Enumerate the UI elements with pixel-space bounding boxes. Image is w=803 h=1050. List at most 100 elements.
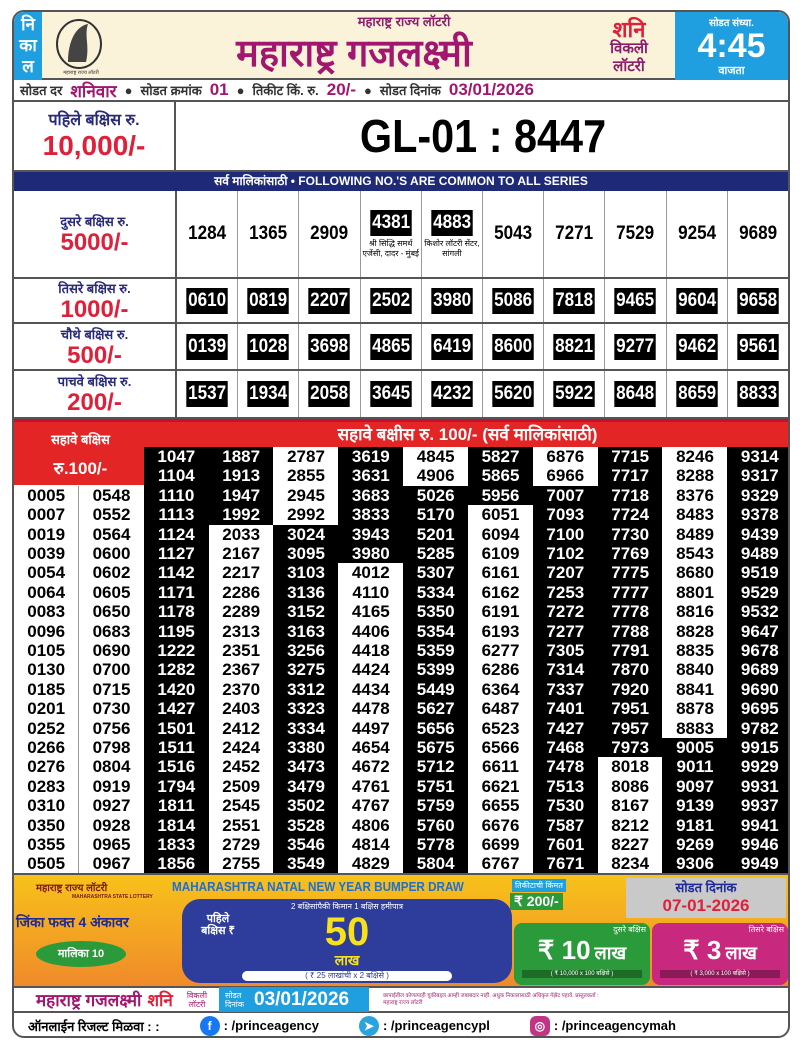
sixth-prize-number: 1222 <box>143 641 209 661</box>
sixth-prize-number: 6523 <box>467 718 534 738</box>
result-tag: नि का ल <box>14 12 42 80</box>
sixth-prize-number: 5751 <box>403 776 469 797</box>
sixth-prize-number: 2313 <box>208 621 274 641</box>
sixth-prize-number: 9439 <box>727 524 788 544</box>
sixth-prize-number: 2729 <box>208 835 274 855</box>
sixth-prize-number: 0715 <box>78 679 145 700</box>
sixth-prize-number: 1420 <box>143 679 209 700</box>
date-label: सोडत दिनांक <box>379 83 441 98</box>
prize-row: चौथे बक्षिस रु. 500/- 0139 1028 3698 4865 6419… <box>14 324 788 371</box>
sixth-prize-number: 0350 <box>14 815 80 835</box>
winning-number: 5086 <box>492 287 534 314</box>
draw-day-label: सोडत दर <box>20 83 63 98</box>
sixth-prize-number: 7253 <box>532 582 598 603</box>
sixth-prize-number: 4672 <box>338 757 404 777</box>
sixth-prize-number: 7468 <box>532 738 598 758</box>
draw-day: शनि <box>612 17 646 42</box>
sixth-prize-number: 9011 <box>662 757 728 777</box>
sixth-prize-number: 0096 <box>14 621 80 641</box>
instagram-handle[interactable]: : /princeagencymah <box>553 1018 676 1033</box>
sixth-prize-number: 7337 <box>532 679 598 700</box>
sixth-prize-number: 9647 <box>727 621 788 641</box>
prize-cell: 1028 <box>238 324 300 369</box>
third-label: तिसरे बक्षिस <box>748 925 784 934</box>
prize-amount: 500/- <box>67 341 122 369</box>
prize-cell: 9254 <box>667 191 728 277</box>
draw-info-row: सोडत दर शनिवार ● सोडत क्रमांक 01 ● तिकीट… <box>14 80 788 102</box>
sixth-prize-number: 3528 <box>273 815 339 835</box>
sixth-prize-number: 7870 <box>597 660 663 680</box>
sixth-prize-number: 0105 <box>14 641 80 661</box>
sixth-prize-number: 6094 <box>467 524 534 544</box>
sixth-prize-number: 7778 <box>597 602 663 622</box>
sixth-prize-number: 6699 <box>467 835 534 855</box>
sixth-prize-number: 7007 <box>532 485 598 506</box>
sixth-prize-number: 4110 <box>338 582 404 603</box>
draw-time-label: सोडत संध्या. <box>709 18 754 29</box>
sixth-prize-number: 2217 <box>208 563 274 583</box>
sixth-prize-number: 9931 <box>727 776 788 797</box>
first-prize-number: GL-01 : 8447 <box>359 110 607 162</box>
sixth-prize-number: 5359 <box>403 641 469 661</box>
sixth-prize-number: 1178 <box>143 602 209 622</box>
sixth-prize-number: 8483 <box>662 505 728 525</box>
prize-cell: 1934 <box>238 371 300 417</box>
sixth-prize-number: 7775 <box>597 563 663 583</box>
sixth-prize-number: 5170 <box>403 505 469 525</box>
sixth-prize-number: 0927 <box>78 796 145 816</box>
sixth-prize-number: 0130 <box>14 660 80 680</box>
winning-number: 2909 <box>310 223 349 244</box>
sixth-prize-number: 5778 <box>403 835 469 855</box>
ticket-price-label: तिकीटाची किंमत <box>512 879 566 892</box>
sixth-prize-number: 4497 <box>338 718 404 738</box>
facebook-handle[interactable]: : /princeagency <box>223 1018 319 1033</box>
sixth-prize-number: 0650 <box>78 602 145 622</box>
prize-cell: 0819 <box>238 279 300 322</box>
sixth-prize-number: 9946 <box>727 835 788 855</box>
winning-number: 9561 <box>737 333 779 360</box>
sixth-prize-number: 2424 <box>208 738 274 758</box>
subtitle: महाराष्ट्र राज्य लॉटरी <box>357 14 451 29</box>
winning-number: 0610 <box>186 287 228 314</box>
sixth-prize-number: 8167 <box>597 796 663 816</box>
sixth-prize-number: 7601 <box>532 835 598 855</box>
telegram-icon[interactable]: ➤ <box>358 1015 379 1036</box>
sixth-prize-number: 7957 <box>597 718 663 738</box>
sixth-prize-number: 4806 <box>338 815 404 835</box>
draw-no-label: सोडत क्रमांक <box>140 83 202 98</box>
sixth-prize-number: 3943 <box>338 524 404 544</box>
instagram-icon[interactable]: ◎ <box>529 1015 550 1036</box>
common-series-banner: सर्व मालिकांसाठी • FOLLOWING NO.'S ARE C… <box>14 172 788 191</box>
prize-cell: 7818 <box>544 279 606 322</box>
prize-cell: 4232 <box>422 371 484 417</box>
sixth-prize-number: 8801 <box>662 582 728 603</box>
footer-date-label: सोडत दिनांक <box>225 991 244 1009</box>
prize-label: पाचवे बक्षिस रु. <box>57 374 132 389</box>
third-amount-row: ₹ 3 लाख <box>683 935 757 968</box>
sixth-prize-number: 4012 <box>338 563 404 583</box>
sixth-prize-number: 0600 <box>78 544 145 564</box>
sixth-prize-number: 5627 <box>403 699 469 719</box>
sixth-prize-number: 5675 <box>403 738 469 758</box>
winning-number: 9277 <box>614 333 657 360</box>
prize-label: दुसरे बक्षिस रु. <box>60 214 129 229</box>
sixth-prize-number: 3024 <box>273 524 339 544</box>
prize-cell: 4865 <box>361 324 422 369</box>
prize-label-box: दुसरे बक्षिस रु. 5000/- <box>14 191 177 277</box>
sixth-prize-number: 1516 <box>143 757 209 777</box>
sixth-prize-number: 4165 <box>338 602 404 622</box>
prize-cell: 9658 <box>728 279 788 322</box>
sixth-prize-number: 9181 <box>662 815 728 835</box>
winning-number: 0139 <box>186 333 228 360</box>
sixth-prize-number: 1124 <box>143 524 209 544</box>
sixth-prize-number: 4906 <box>403 466 469 486</box>
sixth-prize-number: 0690 <box>78 641 145 661</box>
prize-cell: 8659 <box>667 371 728 417</box>
result-tag-char: का <box>19 36 37 55</box>
winning-number: 8600 <box>492 333 534 360</box>
sixth-prize-number: 2992 <box>273 505 339 525</box>
sixth-prize-number: 1195 <box>143 621 209 641</box>
second-split: ( ₹ 10,000 x 100 बक्षिसे ) <box>522 970 642 978</box>
facebook-icon[interactable]: f <box>199 1015 220 1036</box>
telegram-handle[interactable]: : /princeagencypl <box>382 1018 490 1033</box>
